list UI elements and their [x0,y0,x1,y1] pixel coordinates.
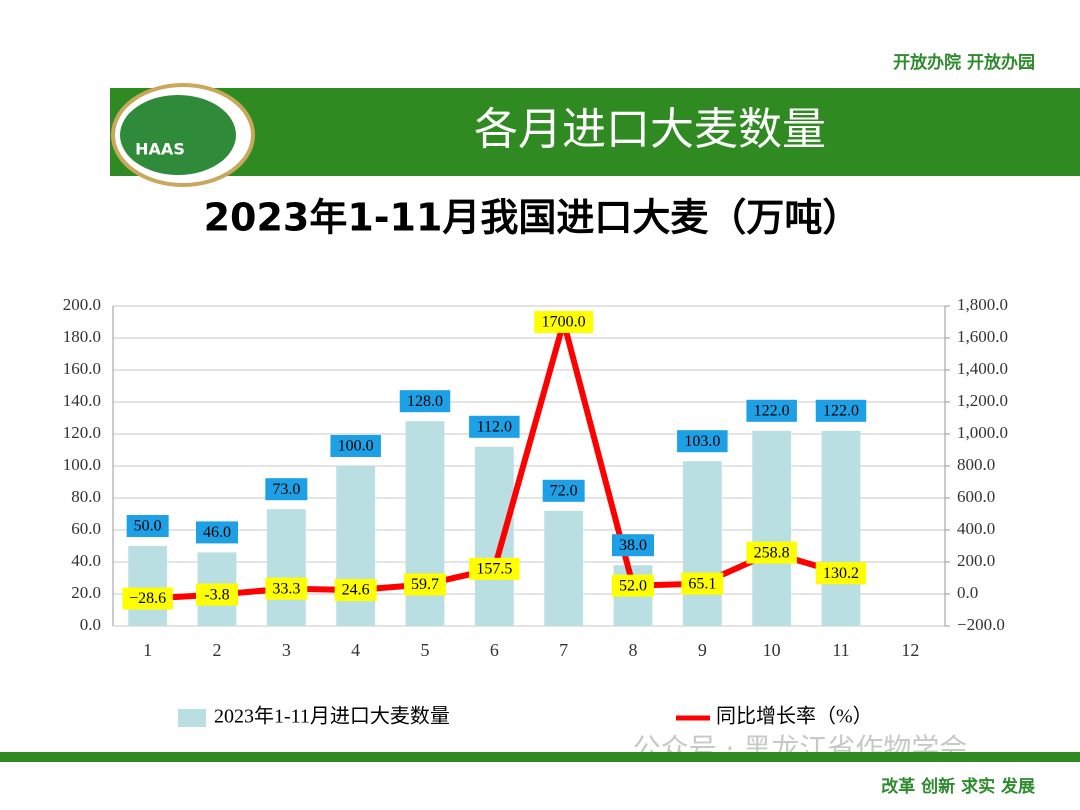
y2-tick-label: 400.0 [957,519,995,538]
bar-label-bg [265,478,308,501]
bar-label-bg [612,534,654,557]
y-tick-label: 0.0 [80,615,101,634]
bar [544,510,584,626]
line-label: 157.5 [476,560,512,577]
y-tick-label: 140.0 [63,391,101,410]
line-label-bg [196,583,238,606]
bar [682,461,722,626]
bar-label-bg [815,399,867,422]
bar-label: 122.0 [754,402,790,419]
y2-tick-label: 1,800.0 [957,295,1008,314]
y-tick-label: 100.0 [63,455,101,474]
x-tick-label: 1 [143,640,152,660]
bar-label-bg [746,399,797,422]
bar-label-bg [196,521,238,544]
y-tick-label: 160.0 [63,359,101,378]
line-label-bg [469,557,520,580]
x-tick-label: 3 [282,640,291,660]
x-tick-label: 4 [351,640,360,660]
line-label: 130.2 [823,565,859,582]
bar [821,430,861,626]
y-tick-label: 120.0 [63,423,101,442]
bar-label: 128.0 [407,393,443,410]
y2-tick-label: 1,600.0 [957,327,1008,346]
bar-label-bg [542,479,585,502]
slogan-top: 开放办院 开放办园 [893,52,1035,73]
x-tick-label: 7 [559,640,568,660]
line-label-bg [612,574,654,597]
bar-label: 73.0 [272,481,300,498]
line-label: 258.8 [754,544,790,561]
slogan-bottom: 改革 创新 求实 发展 [881,776,1035,797]
line-label: 65.1 [688,575,716,592]
bar-label: 112.0 [477,418,512,435]
y-tick-label: 180.0 [63,327,101,346]
line-label: -3.8 [204,586,229,603]
line-label-bg [334,579,377,602]
y2-tick-label: 600.0 [957,487,995,506]
bar-label: 100.0 [338,438,374,455]
legend-label: 同比增长率（%） [716,705,873,728]
line-label: 24.6 [342,582,370,599]
bar-label-bg [330,435,381,457]
banner [110,88,1080,176]
bottom-band [0,752,1080,762]
y2-tick-label: 200.0 [957,551,995,570]
y-tick-label: 20.0 [71,583,101,602]
line-label: 33.3 [272,580,300,597]
bar [752,430,792,626]
x-tick-label: 8 [629,640,638,660]
line-label-bg [534,311,594,333]
line-label-bg [681,572,724,595]
line-label-bg [815,562,867,585]
x-tick-label: 5 [421,640,430,660]
bar-label-bg [677,430,728,453]
y2-tick-label: 1,000.0 [957,423,1008,442]
x-tick-label: 9 [698,640,707,660]
y-tick-label: 60.0 [71,519,101,538]
y2-tick-label: 800.0 [957,455,995,474]
x-tick-label: 6 [490,640,499,660]
y-tick-label: 40.0 [71,551,101,570]
line-label-bg [404,573,446,596]
logo-inner [120,95,236,175]
y2-tick-label: 0.0 [957,583,978,602]
x-tick-label: 11 [832,640,849,660]
line-label-bg [265,577,308,600]
x-tick-label: 2 [213,640,222,660]
y2-tick-label: 1,200.0 [957,391,1008,410]
bar-label: 46.0 [203,524,231,541]
y2-tick-label: 1,400.0 [957,359,1008,378]
bar-label: 38.0 [619,537,647,554]
bar-label-bg [399,390,451,413]
y-tick-label: 80.0 [71,487,101,506]
x-tick-label: 10 [763,640,781,660]
bar [336,466,376,626]
chart: 0.020.040.060.080.0100.0120.0140.0160.01… [63,295,1008,728]
banner-title: 各月进口大麦数量 [474,104,826,155]
bar-label: 72.0 [550,482,578,499]
bar [474,446,514,626]
bar-label: 50.0 [134,518,162,535]
bar-label: 122.0 [823,402,859,419]
line-label: 59.7 [411,576,439,593]
legend-swatch [178,709,206,727]
bar [128,546,168,626]
line-label: −28.6 [129,590,166,607]
bar-label: 103.0 [684,433,720,450]
y2-tick-label: −200.0 [957,615,1005,634]
bar-label-bg [126,515,169,537]
line-label: 52.0 [619,577,647,594]
legend-label: 2023年1-11月进口大麦数量 [214,705,450,728]
x-tick-label: 12 [901,640,919,660]
line-label-bg [746,541,797,564]
chart-title: 2023年1-11月我国进口大麦（万吨） [204,196,861,240]
y-tick-label: 200.0 [63,295,101,314]
bar [266,509,306,626]
line-label-bg [122,587,173,610]
logo-text: HAAS [135,140,185,159]
line-label: 1700.0 [542,314,586,331]
bar-label-bg [469,415,520,438]
